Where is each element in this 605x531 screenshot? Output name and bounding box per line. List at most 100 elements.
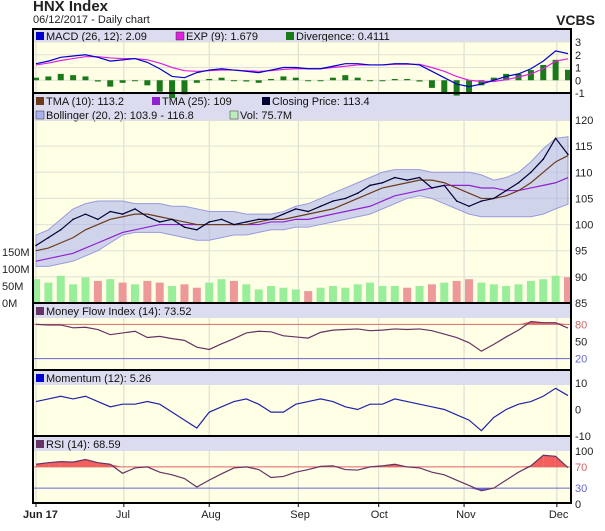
close-point: [270, 218, 272, 221]
divergence-bar: [428, 80, 435, 88]
volume-bar: [316, 287, 325, 303]
price-y-tick: 100: [575, 220, 593, 232]
momentum-y-tick: 0: [575, 405, 581, 417]
volume-bar: [32, 279, 40, 303]
volume-bar: [81, 277, 90, 303]
close-point: [84, 213, 87, 215]
mfi-swatch: [36, 307, 44, 315]
divergence-bar: [404, 78, 411, 81]
volume-bar: [427, 284, 436, 303]
divergence-bar: [292, 77, 299, 81]
close-point: [121, 213, 124, 215]
volume-bar: [551, 275, 560, 303]
legend-mfi: Money Flow Index (14): 73.52: [46, 306, 192, 318]
close-point: [567, 153, 569, 156]
price-y-tick: 90: [575, 272, 587, 284]
volume-bar: [242, 284, 251, 303]
rsi-y-tick: 30: [575, 483, 587, 495]
close-point: [319, 205, 322, 208]
rsi-overbought-fill: [97, 462, 111, 467]
volume-bar: [93, 280, 102, 303]
exp-line: [35, 56, 569, 83]
divergence-bar: [82, 76, 89, 81]
tma10-swatch: [36, 97, 44, 105]
close-point: [183, 226, 186, 228]
divergence-swatch: [286, 32, 294, 40]
volume-bar: [502, 286, 511, 303]
volume-bar: [279, 287, 288, 303]
volume-bar: [526, 280, 535, 303]
macd-y-tick: 0: [575, 75, 581, 87]
divergence-bar: [391, 78, 398, 81]
close-point: [245, 221, 248, 223]
volume-bar: [254, 289, 263, 303]
volume-bar: [353, 284, 362, 303]
rsi-overbought-fill: [60, 461, 74, 467]
divergence-bar: [57, 73, 64, 81]
divergence-bar: [218, 77, 225, 81]
mfi-line: [35, 320, 569, 352]
close-point: [233, 223, 235, 226]
tma10-line: [35, 155, 569, 252]
tma25-line: [35, 176, 569, 262]
rsi-overbought-fill: [73, 459, 86, 467]
legend-momentum: Momentum (12): 5.26: [46, 373, 151, 385]
divergence-bar: [169, 80, 176, 99]
divergence-bar: [565, 69, 571, 81]
mfi-y-tick: 50: [575, 337, 587, 349]
legend-divergence: Divergence: 0.4111: [296, 31, 390, 43]
volume-bar: [440, 282, 449, 303]
legend-tma25: TMA (25): 109: [162, 96, 232, 108]
price-y-tick: 105: [575, 193, 593, 205]
volume-y-tick: 100M: [2, 264, 30, 276]
divergence-bar: [379, 80, 386, 82]
close-point: [381, 181, 384, 184]
divergence-bar: [94, 80, 101, 82]
close-point: [158, 221, 161, 223]
divergence-bar: [70, 75, 77, 81]
mfi-legend-band: [33, 303, 571, 318]
chart-subtitle: 06/12/2017 - Daily chart: [33, 14, 150, 26]
divergence-bar: [416, 80, 423, 82]
divergence-bar: [354, 77, 361, 81]
close-point: [492, 197, 495, 200]
macd-swatch: [36, 32, 44, 40]
close-point: [171, 218, 173, 221]
divergence-bar: [453, 80, 460, 96]
volume-bar: [514, 284, 523, 303]
exp-swatch: [175, 31, 185, 41]
divergence-bar: [478, 80, 485, 86]
x-tick-label: Sep: [290, 509, 310, 521]
volume-bar: [378, 286, 387, 303]
close-point: [393, 176, 396, 179]
close-point: [530, 171, 532, 174]
rsi-y-tick: 100: [575, 446, 593, 458]
close-point: [517, 181, 520, 184]
mfi-y-tick: 20: [575, 354, 587, 366]
legend-close: Closing Price: 113.4: [272, 96, 370, 108]
x-tick-label: Aug: [201, 509, 221, 521]
close-point: [369, 184, 371, 187]
momentum-legend-band: [33, 370, 571, 385]
close-point: [418, 176, 421, 179]
legend-macd: MACD (26, 12): 2.09: [46, 31, 147, 43]
volume-bar: [56, 275, 65, 303]
volume-bar: [539, 279, 548, 303]
volume-bar: [291, 289, 300, 303]
rsi-y-tick: 70: [575, 462, 587, 474]
close-point: [480, 200, 483, 202]
price-y-tick: 95: [575, 246, 587, 258]
macd-y-tick: 1: [575, 63, 581, 75]
divergence-bar: [131, 80, 138, 82]
close-point: [344, 197, 347, 200]
divergence-bar: [503, 73, 510, 81]
close-point: [257, 218, 260, 221]
close-point: [356, 192, 359, 194]
momentum-line: [35, 387, 569, 432]
rsi-panel-border: [32, 435, 572, 504]
close-point: [554, 137, 557, 140]
legend-bollinger: Bollinger (20, 2): 103.9 - 116.8: [46, 110, 194, 122]
divergence-bar: [107, 80, 114, 87]
x-tick-label: Jun 17: [23, 509, 58, 521]
